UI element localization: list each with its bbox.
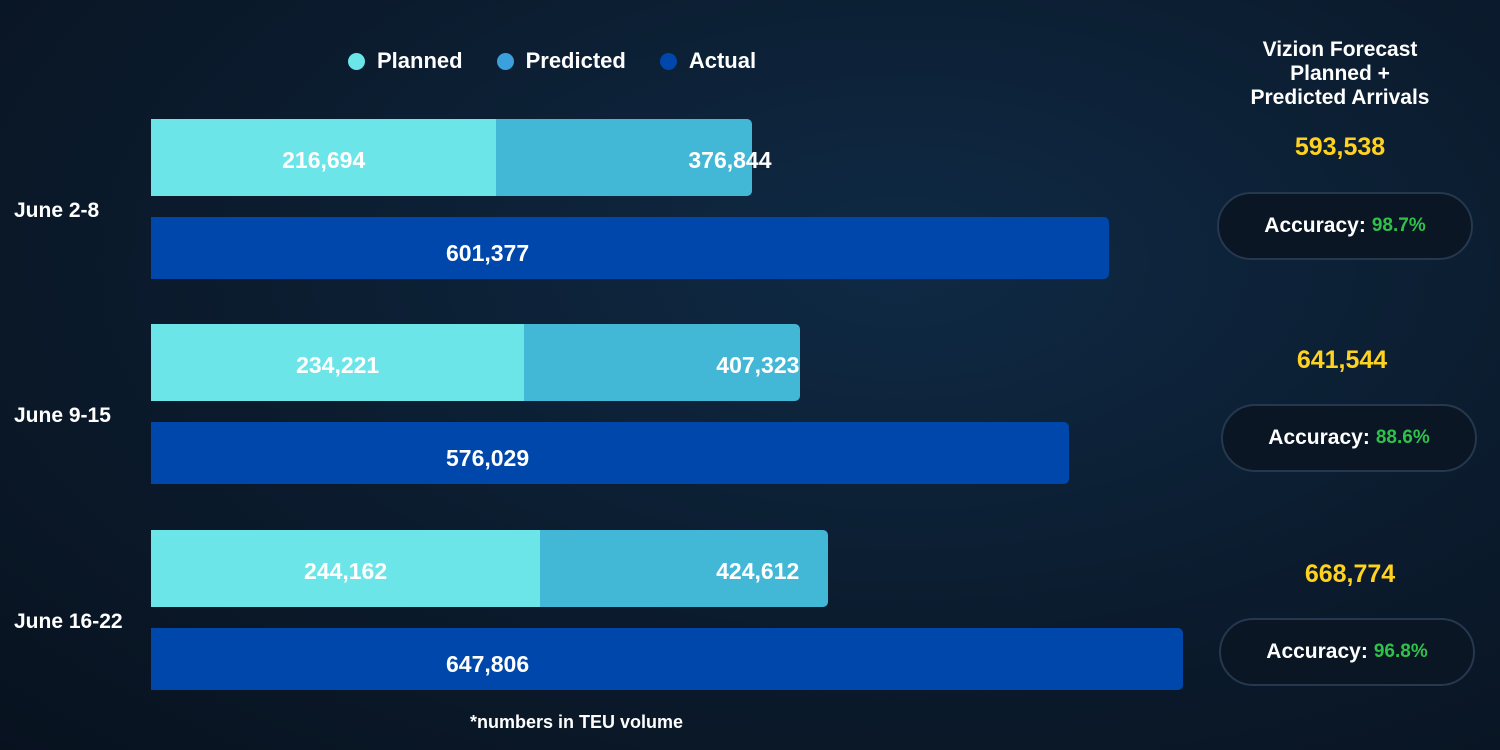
legend-label-predicted: Predicted (525, 48, 626, 73)
accuracy-label: Accuracy: (1266, 640, 1368, 663)
legend-label-actual: Actual (688, 48, 757, 73)
forecast-header: Vizion Forecast Planned + Predicted Arri… (1190, 38, 1490, 110)
accuracy-badge: Accuracy: 88.6% (1221, 404, 1477, 472)
forecast-header-line2: Planned + (1290, 62, 1390, 85)
bar-label-predicted: 424,612 (716, 558, 800, 584)
legend: Planned Predicted Actual (348, 48, 756, 74)
bar-label-predicted: 376,844 (688, 147, 772, 173)
bar-predicted: 407,323 (524, 324, 801, 401)
bar-label-planned: 234,221 (296, 352, 380, 378)
accuracy-value: 88.6% (1375, 427, 1430, 448)
footnote: *numbers in TEU volume (470, 712, 684, 732)
legend-label-planned: Planned (377, 48, 463, 73)
bar-label-planned: 244,162 (304, 558, 388, 584)
accuracy-badge: Accuracy: 96.8% (1219, 618, 1475, 686)
forecast-total: 641,544 (1296, 346, 1388, 374)
bar-planned: 234,221 (151, 324, 525, 401)
bar-planned: 244,162 (151, 530, 541, 607)
accuracy-value: 96.8% (1373, 641, 1428, 662)
legend-dot-predicted (496, 52, 514, 70)
accuracy-label: Accuracy: (1268, 426, 1370, 449)
forecast-header-line1: Vizion Forecast (1262, 38, 1418, 61)
week-label: June 2-8 (14, 199, 100, 222)
legend-item-predicted: Predicted (496, 48, 626, 74)
bar-label-actual: 601,377 (446, 239, 530, 266)
legend-dot-planned (348, 52, 365, 70)
accuracy-badge: Accuracy: 98.7% (1217, 192, 1473, 260)
bar-predicted: 376,844 (496, 119, 772, 196)
forecast-total: 593,538 (1294, 133, 1386, 161)
bar-actual: 647,806 (151, 628, 1184, 690)
bar-label-planned: 216,694 (282, 147, 366, 173)
bar-label-actual: 576,029 (446, 444, 530, 471)
bar-label-actual: 647,806 (446, 650, 530, 677)
bar-planned: 216,694 (151, 119, 497, 196)
legend-item-planned: Planned (348, 48, 463, 74)
legend-dot-actual (659, 52, 677, 70)
bar-actual: 576,029 (151, 422, 1070, 484)
legend-item-actual: Actual (659, 48, 757, 74)
accuracy-value: 98.7% (1371, 215, 1426, 236)
forecast-header-line3: Predicted Arrivals (1250, 86, 1430, 109)
week-label: June 9-15 (14, 404, 111, 427)
bar-actual: 601,377 (151, 217, 1110, 279)
week-label: June 16-22 (14, 610, 123, 633)
forecast-total: 668,774 (1304, 560, 1396, 588)
bar-label-predicted: 407,323 (716, 352, 800, 378)
bar-predicted: 424,612 (540, 530, 828, 607)
accuracy-label: Accuracy: (1264, 214, 1366, 237)
